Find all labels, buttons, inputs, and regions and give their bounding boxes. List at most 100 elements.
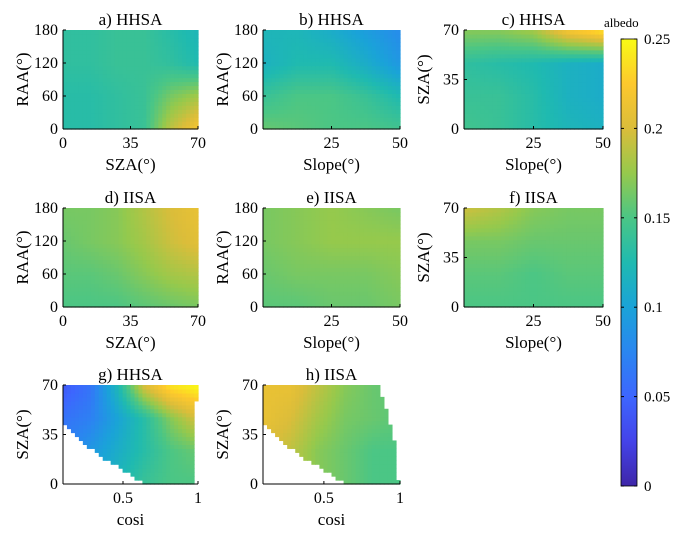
heatmap-cell (484, 117, 490, 122)
heatmap-cell (303, 125, 308, 130)
heatmap-cell (275, 49, 280, 55)
heatmap-cell (331, 101, 337, 106)
heatmap-cell (74, 109, 80, 114)
x-tick-label: 35 (123, 135, 139, 152)
heatmap-cell (335, 231, 341, 237)
heatmap-cell (525, 263, 531, 268)
heatmap-cell (130, 275, 136, 280)
heatmap-cell (488, 263, 494, 268)
heatmap-cell (283, 33, 288, 39)
heatmap-cell (355, 208, 361, 213)
heatmap-cell (545, 45, 551, 51)
heatmap-cell (541, 89, 547, 94)
heatmap-cell (549, 255, 555, 261)
heatmap-cell (130, 243, 136, 249)
heatmap-cell (323, 287, 329, 292)
heatmap-cell (570, 275, 575, 280)
heatmap-cell (379, 303, 385, 308)
heatmap-cell (492, 263, 498, 268)
heatmap-cell (562, 255, 567, 261)
heatmap-cell (319, 45, 325, 51)
heatmap-cell (158, 93, 163, 98)
heatmap-cell (66, 125, 72, 130)
heatmap-cell (78, 125, 84, 130)
heatmap-cell (134, 243, 140, 249)
x-axis-label: Slope(°) (303, 333, 360, 352)
heatmap-cell (90, 255, 96, 261)
heatmap-cell (347, 211, 353, 217)
heatmap-cell (174, 243, 179, 249)
heatmap-cell (283, 89, 288, 94)
heatmap-cell (517, 97, 522, 102)
heatmap-cell (303, 65, 308, 71)
heatmap-cell (529, 243, 535, 249)
heatmap-cell (307, 57, 312, 63)
heatmap-cell (142, 303, 147, 308)
heatmap-cell (275, 231, 280, 237)
heatmap-cell (468, 247, 473, 253)
heatmap-cell (186, 113, 191, 118)
heatmap-cell (170, 30, 175, 35)
heatmap-cell (371, 279, 377, 284)
heatmap-cell (106, 283, 112, 288)
heatmap-cell (134, 53, 140, 59)
heatmap-cell (291, 299, 296, 304)
heatmap-cell (311, 215, 316, 221)
heatmap-cell (496, 267, 502, 272)
heatmap-cell (170, 105, 175, 110)
heatmap-cell (496, 57, 502, 63)
heatmap-cell (578, 53, 584, 59)
heatmap-cell (186, 37, 191, 43)
heatmap-cell (500, 231, 506, 237)
heatmap-cell (598, 287, 604, 292)
heatmap-cell (182, 85, 187, 90)
heatmap-cell (70, 299, 76, 304)
heatmap-cell (395, 85, 401, 90)
heatmap-cell (545, 259, 551, 265)
heatmap-cell (598, 93, 604, 98)
heatmap-cell (291, 45, 296, 51)
heatmap-cell (549, 37, 555, 43)
heatmap-cell (476, 291, 481, 296)
heatmap-cell (166, 73, 171, 79)
heatmap-cell (598, 85, 604, 90)
heatmap-cell (488, 69, 494, 75)
heatmap-cell (158, 37, 163, 43)
heatmap-cell (271, 255, 276, 261)
heatmap-cell (359, 101, 365, 106)
heatmap-cell (110, 125, 116, 130)
heatmap-cell (170, 247, 175, 253)
heatmap-cell (194, 243, 199, 249)
heatmap-cell (355, 235, 361, 241)
heatmap-cell (549, 89, 555, 94)
heatmap-cell (517, 121, 522, 126)
heatmap-cell (582, 37, 588, 43)
heatmap-cell (174, 259, 179, 265)
heatmap-cell (570, 231, 575, 237)
heatmap-cell (86, 97, 92, 102)
heatmap-cell (339, 101, 345, 106)
heatmap-cell (114, 208, 120, 213)
heatmap-cell (586, 121, 592, 126)
heatmap-cell (517, 73, 522, 79)
heatmap-cell (391, 65, 397, 71)
heatmap-cell (517, 49, 522, 55)
heatmap-cell (347, 267, 353, 272)
heatmap-cell (174, 303, 179, 308)
heatmap-cell (63, 61, 68, 67)
heatmap-cell (371, 33, 377, 39)
heatmap-cell (347, 243, 353, 249)
heatmap-cell (492, 287, 498, 292)
heatmap-cell (371, 231, 377, 237)
heatmap-cell (549, 243, 555, 249)
heatmap-cell (299, 73, 304, 79)
heatmap-cell (126, 263, 132, 268)
heatmap-cell (307, 121, 312, 126)
heatmap-cell (387, 271, 393, 276)
heatmap-cell (122, 77, 128, 83)
heatmap-cell (186, 235, 191, 241)
heatmap-cell (513, 113, 518, 118)
heatmap-cell (566, 101, 571, 106)
heatmap-cell (492, 243, 498, 249)
heatmap-cell (279, 121, 284, 126)
